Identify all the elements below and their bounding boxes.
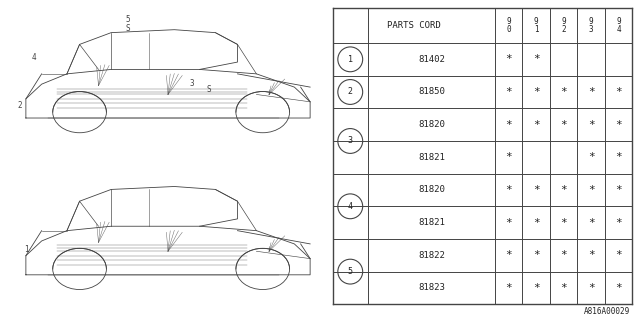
Text: *: * [588,185,595,195]
Text: 4: 4 [348,202,353,211]
Text: 2: 2 [18,101,22,110]
Text: 81402: 81402 [418,55,445,64]
Text: S: S [206,85,211,94]
Text: *: * [505,185,512,195]
Text: 5: 5 [125,15,130,24]
Text: *: * [532,250,540,260]
Text: *: * [505,218,512,228]
Text: 9
3: 9 3 [589,17,593,34]
Text: 3: 3 [189,79,194,88]
Text: 9
2: 9 2 [561,17,566,34]
Text: *: * [588,283,595,293]
Text: *: * [615,185,622,195]
Text: 81821: 81821 [418,218,445,227]
Text: 81823: 81823 [418,284,445,292]
Text: *: * [588,152,595,162]
Text: *: * [560,218,567,228]
Text: *: * [532,185,540,195]
Text: *: * [532,87,540,97]
Text: *: * [588,250,595,260]
Text: *: * [505,120,512,130]
Text: 81850: 81850 [418,87,445,97]
Text: *: * [505,152,512,162]
Text: *: * [505,283,512,293]
Text: *: * [560,87,567,97]
Text: 4: 4 [31,53,36,62]
Text: *: * [615,218,622,228]
Text: 9
1: 9 1 [534,17,538,34]
Text: *: * [615,152,622,162]
Text: 1: 1 [348,55,353,64]
Text: 5: 5 [348,267,353,276]
Text: *: * [560,250,567,260]
Text: *: * [615,283,622,293]
Text: *: * [532,54,540,64]
Text: 3: 3 [348,137,353,146]
Text: *: * [560,283,567,293]
Text: *: * [560,185,567,195]
Text: 2: 2 [348,87,353,97]
Text: *: * [532,218,540,228]
Text: *: * [588,120,595,130]
Text: *: * [615,87,622,97]
Text: *: * [532,283,540,293]
Text: 81821: 81821 [418,153,445,162]
Text: *: * [560,120,567,130]
Text: *: * [505,250,512,260]
Text: 9
0: 9 0 [506,17,511,34]
Text: 81820: 81820 [418,186,445,195]
Text: 9
4: 9 4 [616,17,621,34]
Text: *: * [505,54,512,64]
Text: 81822: 81822 [418,251,445,260]
Text: PARTS CORD: PARTS CORD [387,21,440,30]
Text: *: * [532,120,540,130]
Text: *: * [588,218,595,228]
Text: *: * [615,120,622,130]
Text: *: * [615,250,622,260]
Text: S: S [125,24,130,33]
Text: A816A00029: A816A00029 [584,307,630,316]
Text: *: * [588,87,595,97]
Text: 1: 1 [24,245,29,254]
Text: 81820: 81820 [418,120,445,129]
Text: *: * [505,87,512,97]
